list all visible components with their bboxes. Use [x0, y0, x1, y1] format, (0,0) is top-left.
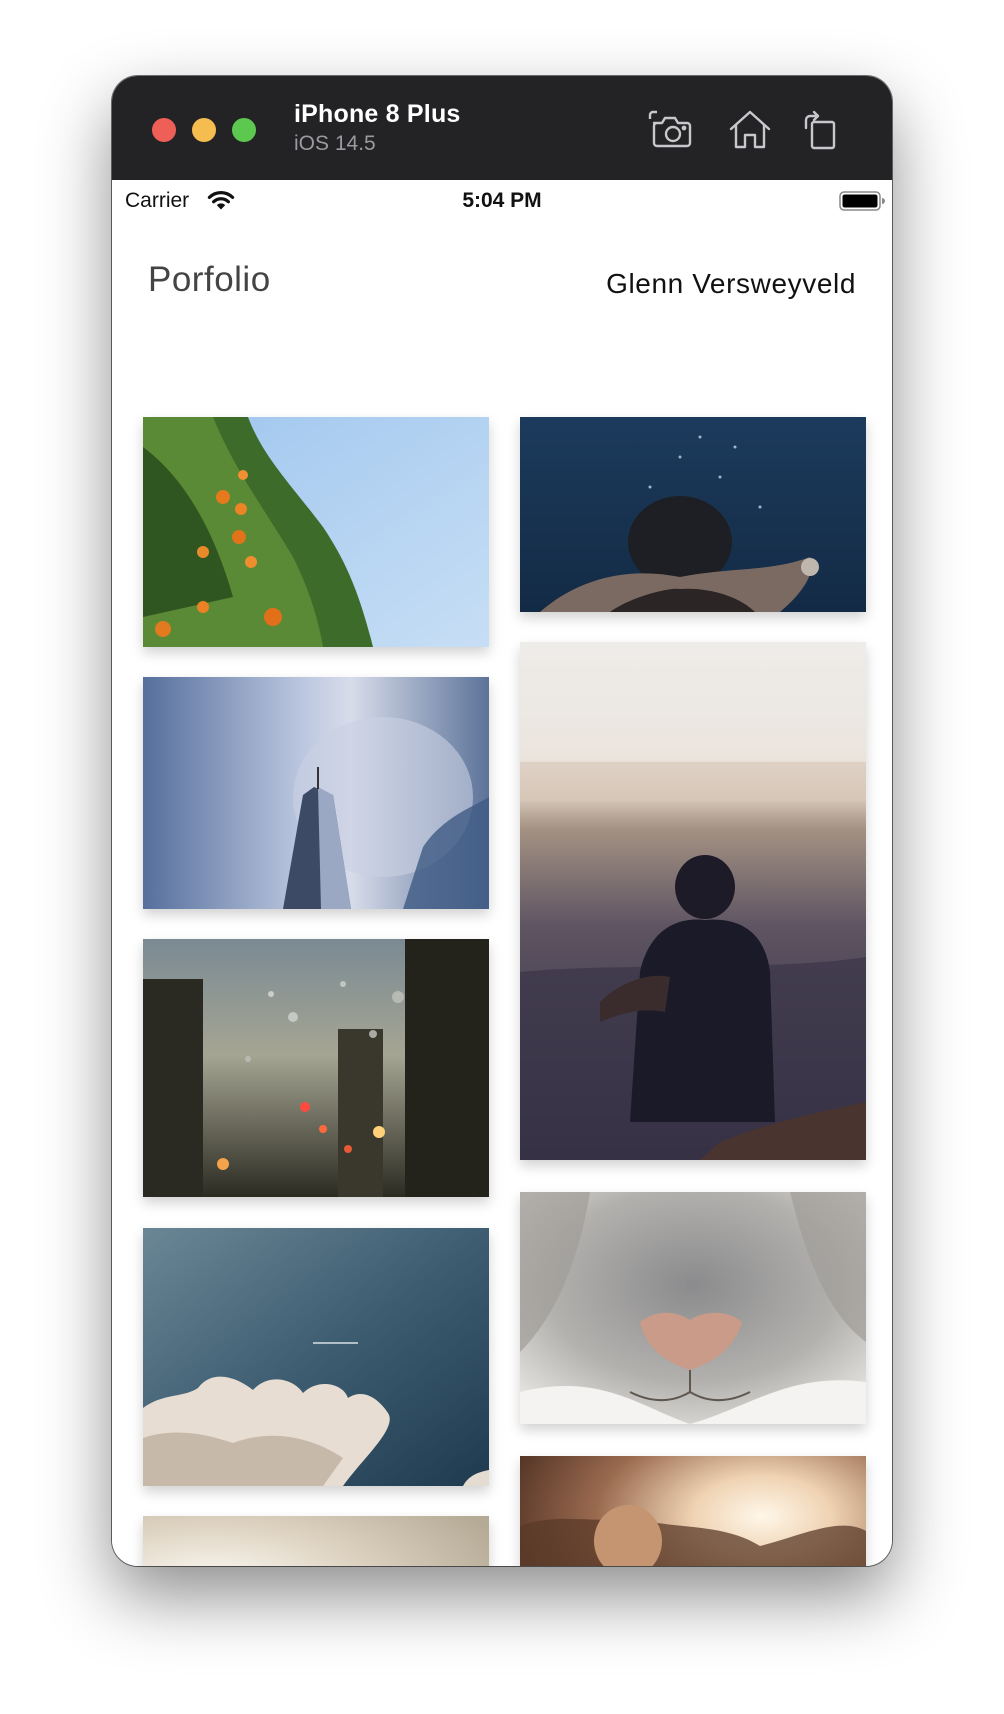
photo-orange-tree[interactable] [143, 417, 489, 647]
camera-icon[interactable] [648, 106, 696, 154]
photo-cat-nose[interactable] [520, 1192, 866, 1424]
photo-rain-window[interactable] [143, 939, 489, 1197]
device-name: iPhone 8 Plus [294, 100, 461, 128]
carrier-label: Carrier [125, 189, 190, 212]
battery-icon [839, 191, 885, 211]
simulator-window: iPhone 8 Plus iOS 14.5 [112, 76, 892, 1566]
rotate-icon[interactable] [798, 106, 846, 154]
simulator-titlebar[interactable]: iPhone 8 Plus iOS 14.5 [112, 76, 892, 180]
author-name: Glenn Versweyveld [606, 268, 856, 299]
minimize-button[interactable] [192, 118, 216, 142]
photo-underwater-swimmer[interactable] [520, 417, 866, 612]
photo-skyscraper[interactable] [143, 677, 489, 909]
wifi-icon [207, 191, 235, 210]
photo-hazy-sky-jets[interactable] [143, 1516, 489, 1566]
app-brand-title: Porfolio [148, 260, 271, 299]
status-time: 5:04 PM [462, 189, 542, 212]
photo-woman-sunset[interactable] [520, 1456, 866, 1566]
home-icon[interactable] [726, 106, 774, 154]
close-button[interactable] [152, 118, 176, 142]
status-bar: Carrier 5:04 PM [112, 180, 892, 220]
os-version: iOS 14.5 [294, 132, 376, 155]
photo-woman-overlooking-city[interactable] [520, 642, 866, 1160]
app-screen: Carrier 5:04 PM Porfolio Glenn Versweyve… [112, 180, 892, 1566]
zoom-button[interactable] [232, 118, 256, 142]
photo-clouds[interactable] [143, 1228, 489, 1486]
